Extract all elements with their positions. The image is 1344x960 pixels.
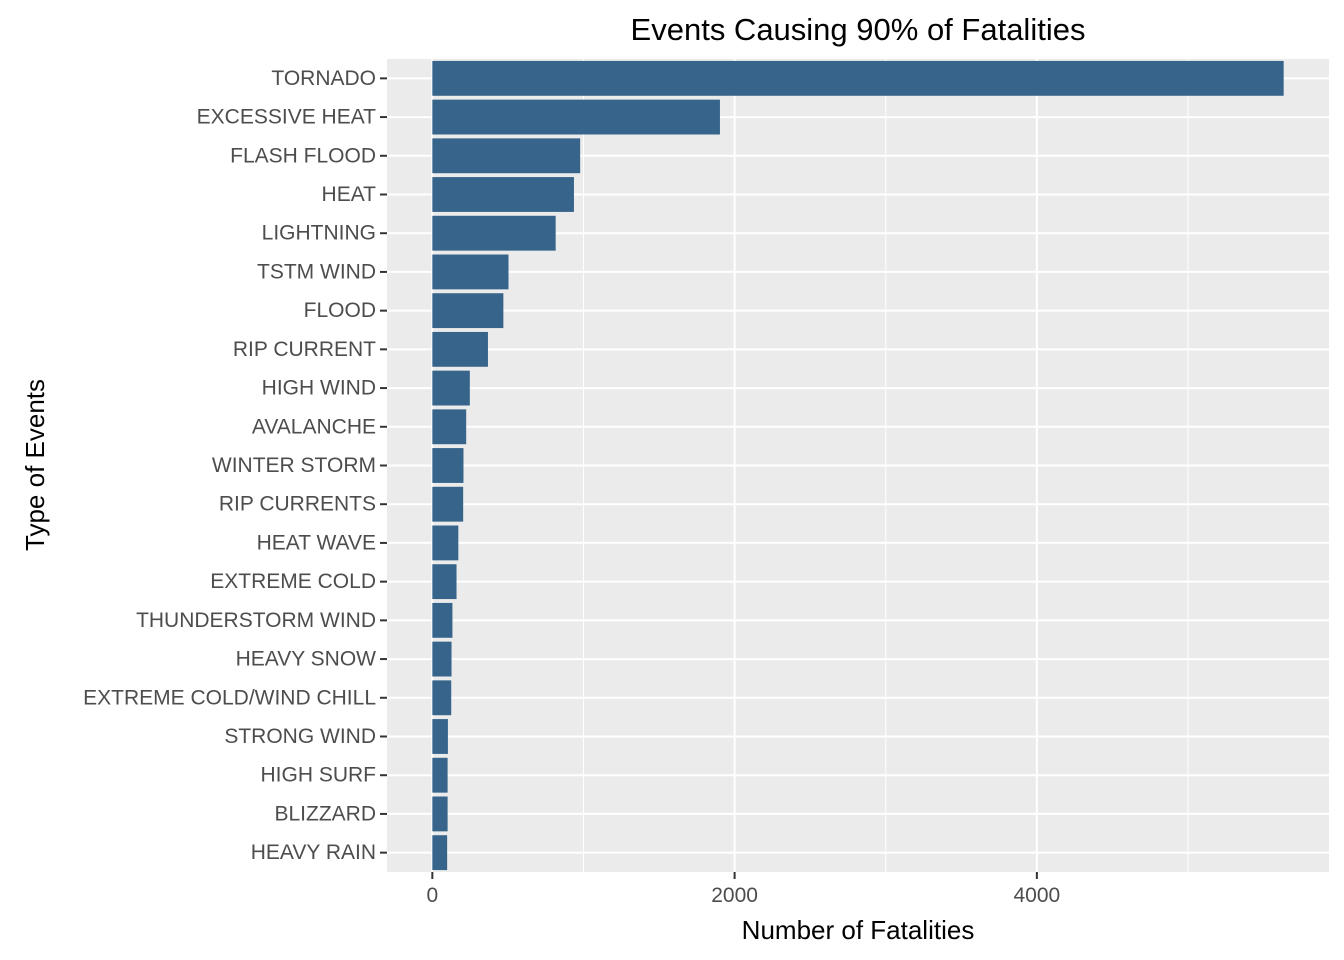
bar [432, 448, 464, 483]
y-axis: TORNADO EXCESSIVE HEAT FLASH FLOOD HEAT LIGH… [83, 67, 387, 864]
bar [432, 835, 448, 871]
x-tick-label: 0 [426, 884, 438, 907]
y-tick-label: FLOOD [304, 299, 376, 322]
y-tick-label: EXCESSIVE HEAT [197, 106, 377, 129]
bar [432, 409, 467, 445]
bar [432, 757, 448, 793]
bar [432, 796, 448, 832]
bar [432, 293, 504, 329]
x-tick-label: 2000 [711, 884, 758, 907]
y-tick-label: BLIZZARD [274, 802, 376, 825]
y-tick-label: TORNADO [271, 67, 376, 90]
y-axis-title: Type of Events [20, 379, 50, 551]
bar [432, 254, 509, 290]
y-tick-label: FLASH FLOOD [230, 144, 376, 167]
bar [432, 138, 581, 174]
y-tick-label: THUNDERSTORM WIND [136, 609, 376, 632]
bar [432, 525, 459, 561]
y-tick-label: TSTM WIND [257, 260, 376, 283]
bar [432, 719, 448, 754]
bar [432, 370, 470, 406]
y-tick-label: HEAT [322, 183, 377, 206]
bar [432, 215, 556, 251]
bar [432, 99, 720, 135]
x-tick-label: 4000 [1014, 884, 1061, 907]
x-axis: 0 2000 4000 [426, 872, 1060, 907]
y-tick-label: RIP CURRENT [233, 338, 376, 361]
bar [432, 680, 452, 716]
bar [432, 641, 452, 677]
x-axis-title: Number of Fatalities [742, 915, 975, 945]
y-tick-label: HEAVY SNOW [236, 648, 377, 671]
bar-layer [432, 60, 1284, 871]
y-tick-label: HIGH SURF [261, 764, 377, 787]
y-tick-label: HEAT WAVE [257, 531, 376, 554]
bar [432, 331, 488, 367]
y-tick-label: EXTREME COLD/WIND CHILL [83, 686, 376, 709]
y-tick-label: STRONG WIND [224, 725, 376, 748]
bar [432, 60, 1284, 96]
bar [432, 486, 464, 522]
y-tick-label: HIGH WIND [262, 377, 376, 400]
y-tick-label: EXTREME COLD [210, 570, 376, 593]
chart-title: Events Causing 90% of Fatalities [631, 12, 1086, 47]
y-tick-label: LIGHTNING [262, 222, 376, 245]
y-tick-label: RIP CURRENTS [219, 493, 376, 516]
y-tick-label: WINTER STORM [212, 454, 376, 477]
bar [432, 602, 453, 638]
y-tick-label: HEAVY RAIN [251, 841, 376, 864]
bar [432, 564, 457, 600]
bar [432, 177, 574, 212]
y-tick-label: AVALANCHE [252, 415, 376, 438]
